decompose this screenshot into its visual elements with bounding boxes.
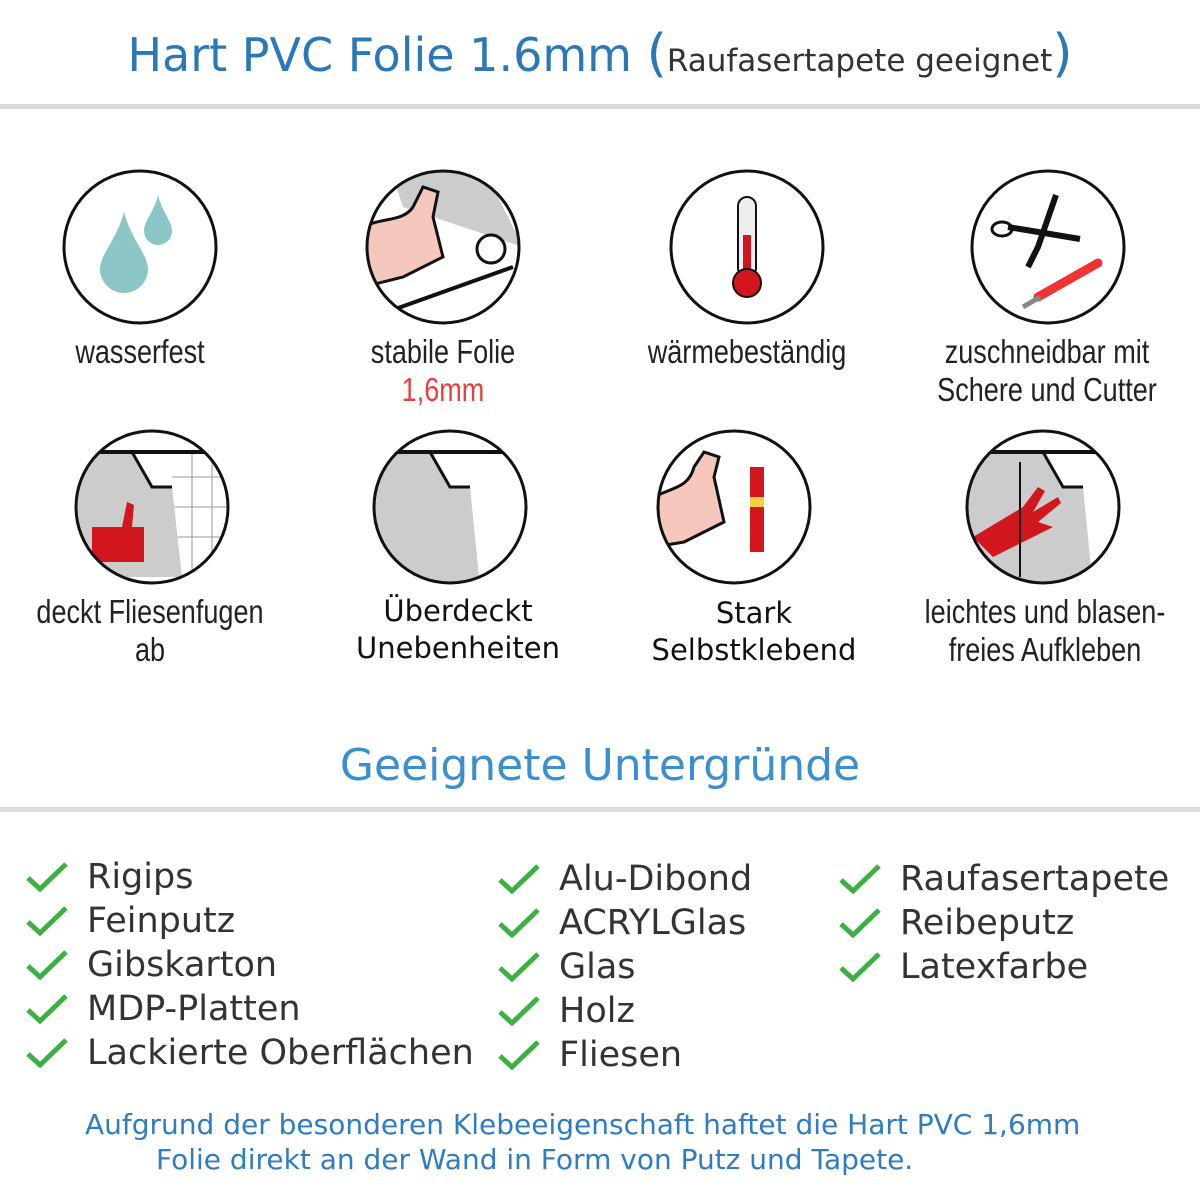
feature-label: wasserfest	[75, 333, 205, 370]
surface-item: Gibskarton	[25, 943, 474, 987]
check-icon	[839, 864, 881, 895]
surface-list-col2: Alu-Dibond ACRYLGlas Glas Holz Fliesen	[497, 857, 752, 1077]
check-icon	[498, 1040, 540, 1071]
title-subtitle: Raufasertapete geeignet	[666, 43, 1053, 79]
feature-label: stabile Folie 1,6mm	[370, 333, 516, 408]
feature-label: wärmebeständig	[647, 333, 847, 370]
surface-item: ACRYLGlas	[497, 901, 752, 945]
feature-label: Überdeckt Unebenheiten	[356, 594, 560, 665]
surface-item: Feinputz	[25, 899, 474, 943]
thumbs-up-tiles-icon	[74, 429, 230, 585]
scissors-cutter-icon	[970, 169, 1126, 325]
surface-item: Rigips	[25, 855, 474, 899]
divider	[0, 807, 1200, 812]
check-icon	[26, 950, 68, 981]
surface-item: Fliesen	[497, 1033, 752, 1077]
surface-label: Gibskarton	[87, 945, 278, 985]
strong-arm-glue-icon	[656, 429, 812, 585]
divider	[0, 104, 1200, 109]
surface-item: Latexfarbe	[838, 945, 1169, 989]
surface-item: Holz	[497, 989, 752, 1033]
check-icon	[498, 908, 540, 939]
check-icon	[498, 952, 540, 983]
check-icon	[839, 952, 881, 983]
page-title: Hart PVC Folie 1.6mm (Raufasertapete gee…	[0, 24, 1200, 84]
paren-open: (	[646, 24, 667, 84]
check-icon	[26, 862, 68, 893]
surface-item: Lackierte Oberflächen	[25, 1031, 474, 1075]
surface-item: Reibeputz	[838, 901, 1169, 945]
surface-label: Rigips	[87, 857, 194, 897]
check-icon	[26, 1038, 68, 1069]
surface-list-col3: Raufasertapete Reibeputz Latexfarbe	[838, 857, 1169, 989]
strong-arm-foil-icon	[365, 169, 521, 325]
surface-label: Latexfarbe	[900, 947, 1089, 987]
feature-label: Stark Selbstklebend	[651, 596, 857, 667]
foil-corner-icon	[372, 429, 528, 585]
footer-line-1: Aufgrund der besonderen Klebeeigenschaft…	[85, 1108, 1081, 1141]
water-drops-icon	[62, 169, 218, 325]
surface-label: Holz	[559, 991, 635, 1031]
surface-label: Reibeputz	[900, 903, 1075, 943]
surface-label: Fliesen	[559, 1035, 683, 1075]
surface-label: MDP-Platten	[87, 989, 301, 1029]
check-icon	[26, 906, 68, 937]
paren-close: )	[1052, 24, 1073, 84]
title-text: Hart PVC Folie 1.6mm	[127, 28, 632, 82]
surface-label: Lackierte Oberflächen	[87, 1033, 474, 1073]
section-title: Geeignete Untergründe	[339, 740, 861, 791]
footer-line-2: Folie direkt an der Wand in Form von Put…	[156, 1143, 914, 1176]
feature-label: zuschneidbar mit Schere und Cutter	[937, 333, 1157, 408]
surface-item: MDP-Platten	[25, 987, 474, 1031]
surface-label: Glas	[559, 947, 636, 987]
hand-smoothing-icon	[965, 429, 1121, 585]
feature-label: leichtes und blasen-freies Aufkleben	[924, 593, 1166, 668]
feature-label: deckt Fliesenfugen ab	[36, 593, 264, 668]
check-icon	[26, 994, 68, 1025]
thermometer-icon	[669, 169, 825, 325]
surface-item: Alu-Dibond	[497, 857, 752, 901]
surface-label: Raufasertapete	[900, 859, 1170, 899]
check-icon	[498, 996, 540, 1027]
surface-label: ACRYLGlas	[559, 903, 747, 943]
surface-list-col1: Rigips Feinputz Gibskarton MDP-Platten Lacki…	[25, 855, 474, 1075]
surface-label: Feinputz	[87, 901, 236, 941]
surface-item: Raufasertapete	[838, 857, 1169, 901]
check-icon	[839, 908, 881, 939]
check-icon	[498, 864, 540, 895]
surface-label: Alu-Dibond	[559, 859, 753, 899]
surface-item: Glas	[497, 945, 752, 989]
